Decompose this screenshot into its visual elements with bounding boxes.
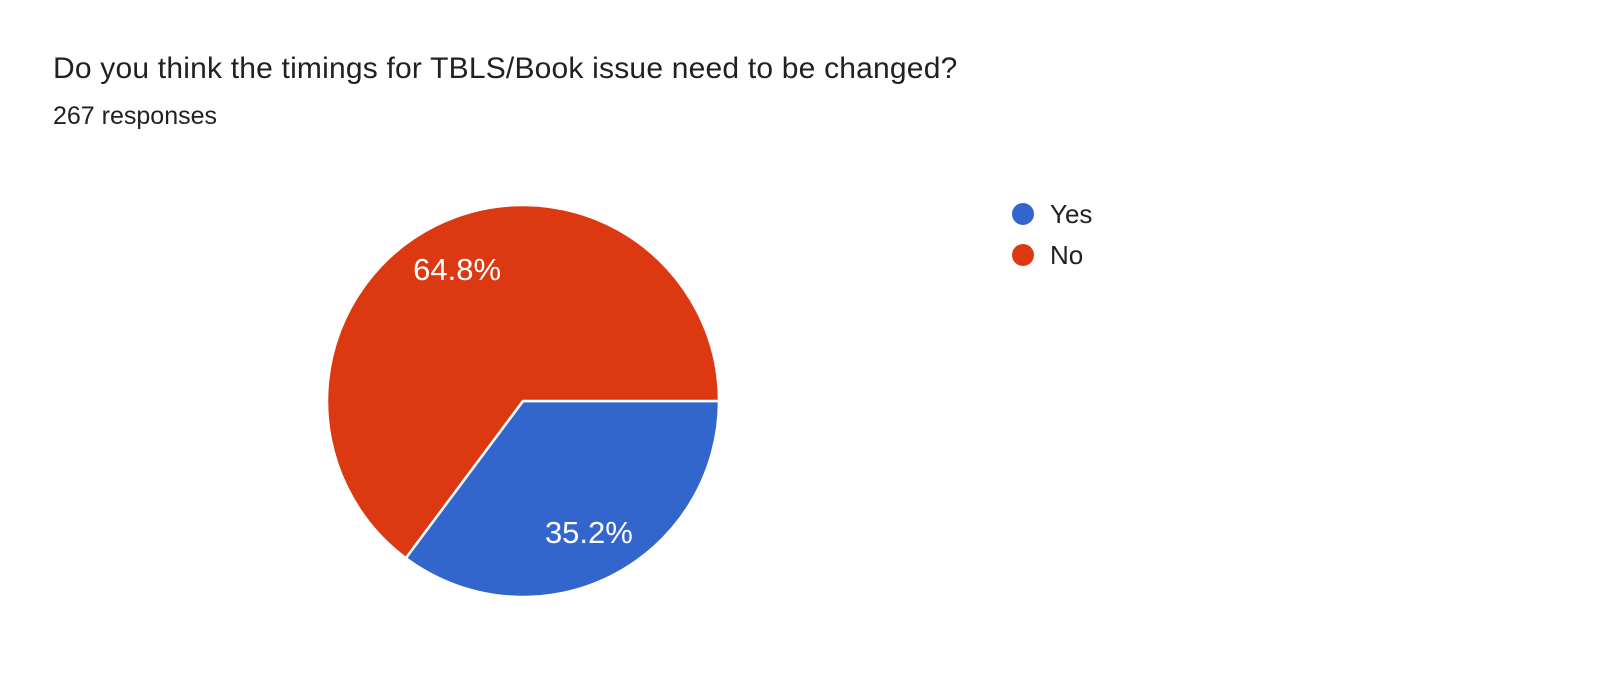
legend-swatch-yes-icon [1012,203,1034,225]
response-count: 267 responses [53,102,218,130]
pie-slice-percent-label-no: 64.8% [413,252,501,287]
legend-item-no: No [1012,240,1092,270]
legend-swatch-no-icon [1012,244,1034,266]
legend-label-no: No [1050,239,1084,270]
pie-slice-yes[interactable] [404,399,721,599]
legend-label-yes: Yes [1050,198,1093,229]
pie-slice-percent-label-yes: 35.2% [545,515,633,550]
legend-item-yes: Yes [1012,199,1092,229]
pie-slice-no[interactable] [325,203,721,560]
question-title: Do you think the timings for TBLS/Book i… [53,52,958,85]
pie-chart: 35.2% 64.8% [317,195,729,607]
chart-legend: Yes No [1012,199,1092,270]
